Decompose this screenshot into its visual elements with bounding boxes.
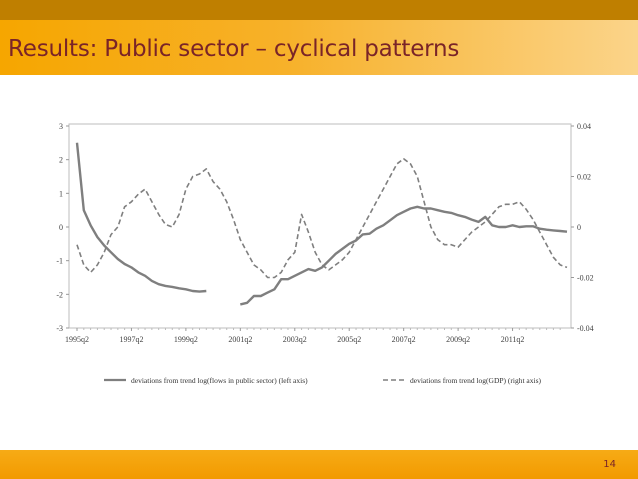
left-tick-label: 2: [59, 156, 63, 165]
legend: deviations from trend log(flows in publi…: [104, 376, 542, 385]
right-tick-label: -0.04: [577, 324, 594, 333]
plot-area: [68, 123, 572, 329]
left-tick-label: 3: [59, 122, 63, 131]
right-tick-label: -0.02: [577, 274, 594, 283]
right-tick-label: 0.02: [577, 173, 591, 182]
x-tick-label: 2001q2: [228, 335, 252, 344]
left-axis: 3 2 1 0 -1 -2 -3: [56, 122, 69, 333]
slide-title: Results: Public sector – cyclical patter…: [8, 36, 460, 62]
x-tick-label: 1997q2: [119, 335, 143, 344]
legend-label-flows: deviations from trend log(flows in publi…: [131, 376, 308, 385]
left-tick-label: -1: [56, 257, 63, 266]
series-group: [75, 142, 568, 306]
series-gdp-line-segment-0: [76, 158, 568, 279]
left-tick-label: 1: [59, 189, 63, 198]
right-tick-label: 0.04: [577, 122, 591, 131]
left-tick-label: -3: [56, 324, 63, 333]
x-tick-label: 2009q2: [446, 335, 470, 344]
page-number: 14: [603, 459, 616, 470]
left-tick-label: 0: [59, 223, 63, 232]
series-flows-line-segment-1: [240, 205, 568, 306]
x-tick-label: 2007q2: [392, 335, 416, 344]
series-flows-line-segment-0: [75, 142, 207, 293]
header-top-band: [0, 0, 638, 20]
right-axis: 0.04 0.02 0 -0.02 -0.04: [571, 122, 594, 333]
x-tick-label: 1999q2: [174, 335, 198, 344]
plot-frame: [68, 123, 572, 329]
x-tick-label: 2011q2: [501, 335, 525, 344]
x-tick-label: 2003q2: [283, 335, 307, 344]
right-tick-label: 0: [577, 223, 581, 232]
legend-label-gdp: deviations from trend log(GDP) (right ax…: [410, 376, 542, 385]
x-axis: 1995q2 1997q2 1999q2 2001q2 2003q2 2005q2 2007…: [65, 328, 561, 344]
title-bar: [0, 20, 638, 75]
x-tick-label: 2005q2: [337, 335, 361, 344]
footer-bar: [0, 450, 638, 479]
x-tick-label: 1995q2: [65, 335, 89, 344]
left-tick-label: -2: [56, 290, 63, 299]
